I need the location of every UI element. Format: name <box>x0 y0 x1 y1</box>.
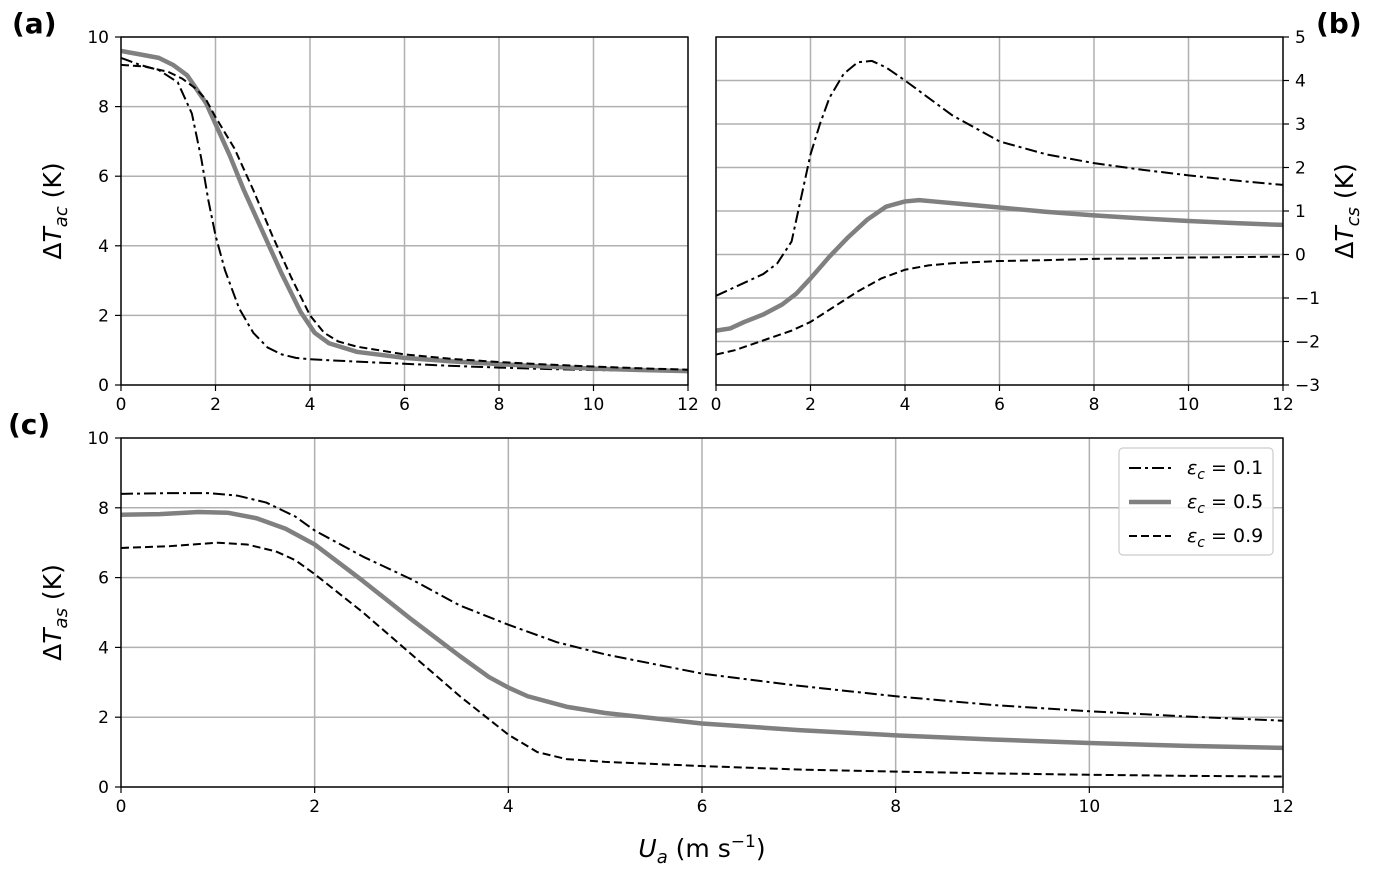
series-line-2 <box>120 48 689 374</box>
y-tick-label: 0 <box>98 376 109 396</box>
panel-c: 0 2 4 6 8 10 12 0 2 4 6 8 10 ΔTas (K) Ua (m s−1) (c) <box>8 408 1294 868</box>
y-tick-label: 0 <box>1295 246 1306 266</box>
y-tick-label: 10 <box>87 28 109 48</box>
legend: εc = 0.1 εc = 0.5 εc = 0.9 <box>1118 447 1274 556</box>
series-line-3 <box>715 255 1284 356</box>
y-axis-label: ΔTcs (K) <box>1330 163 1364 259</box>
series-line-3 <box>120 541 1284 778</box>
series-line-1 <box>120 492 1284 722</box>
series-line-2 <box>715 197 1284 333</box>
y-tick-label: 1 <box>1295 202 1306 222</box>
y-tick-label: 2 <box>98 708 109 728</box>
x-tick-label: 2 <box>210 395 221 415</box>
y-tick-label: −3 <box>1295 376 1320 396</box>
y-tick-label: 2 <box>1295 159 1306 179</box>
y-tick-label: −2 <box>1295 333 1320 353</box>
x-tick-label: 12 <box>1272 395 1294 415</box>
x-tick-label: 6 <box>994 395 1005 415</box>
legend-entry-2: εc = 0.5 <box>1187 491 1263 517</box>
panel-a: 0 2 4 6 8 10 12 0 2 4 6 8 10 ΔTac (K) (a) <box>12 7 699 415</box>
y-tick-label: −1 <box>1295 289 1320 309</box>
x-tick-label: 4 <box>305 395 316 415</box>
series-line-2 <box>120 509 1284 751</box>
x-tick-label: 4 <box>503 797 514 817</box>
x-tick-label: 10 <box>1079 797 1101 817</box>
x-tick-label: 12 <box>1272 797 1294 817</box>
y-axis-label: ΔTas (K) <box>38 564 72 661</box>
y-tick-label: 8 <box>98 98 109 118</box>
y-tick-label: 8 <box>98 499 109 519</box>
x-tick-label: 6 <box>399 395 410 415</box>
x-tick-label: 12 <box>677 395 699 415</box>
panel-label: (b) <box>1316 7 1362 40</box>
y-axis-label: ΔTac (K) <box>38 162 72 259</box>
y-tick-label: 3 <box>1295 115 1306 135</box>
y-tick-label: 6 <box>98 167 109 187</box>
y-tick-label: 10 <box>87 429 109 449</box>
x-tick-label: 2 <box>309 797 320 817</box>
x-tick-label: 6 <box>697 797 708 817</box>
x-tick-label: 0 <box>116 395 127 415</box>
x-tick-label: 10 <box>583 395 605 415</box>
y-tick-label: 2 <box>98 306 109 326</box>
legend-frame <box>1118 447 1274 556</box>
x-tick-label: 10 <box>1178 395 1200 415</box>
x-tick-label: 0 <box>116 797 127 817</box>
x-tick-label: 8 <box>890 797 901 817</box>
legend-entry-3: εc = 0.9 <box>1187 525 1263 551</box>
y-tick-label: 5 <box>1295 28 1306 48</box>
x-tick-label: 0 <box>711 395 722 415</box>
x-tick-label: 2 <box>805 395 816 415</box>
panel-label: (a) <box>12 7 57 40</box>
x-tick-label: 4 <box>900 395 911 415</box>
legend-entry-1: εc = 0.1 <box>1187 457 1263 483</box>
panel-label: (c) <box>8 408 50 441</box>
series-line-1 <box>715 59 1284 297</box>
y-tick-label: 4 <box>98 237 109 257</box>
series-line-3 <box>120 63 689 371</box>
x-tick-label: 8 <box>1089 395 1100 415</box>
y-tick-label: 4 <box>1295 72 1306 92</box>
y-tick-label: 0 <box>98 778 109 798</box>
x-tick-label: 8 <box>494 395 505 415</box>
series-line-1 <box>120 56 689 373</box>
x-axis-label: Ua (m s−1) <box>638 832 765 868</box>
y-tick-label: 6 <box>98 569 109 589</box>
y-tick-label: 4 <box>98 638 109 658</box>
